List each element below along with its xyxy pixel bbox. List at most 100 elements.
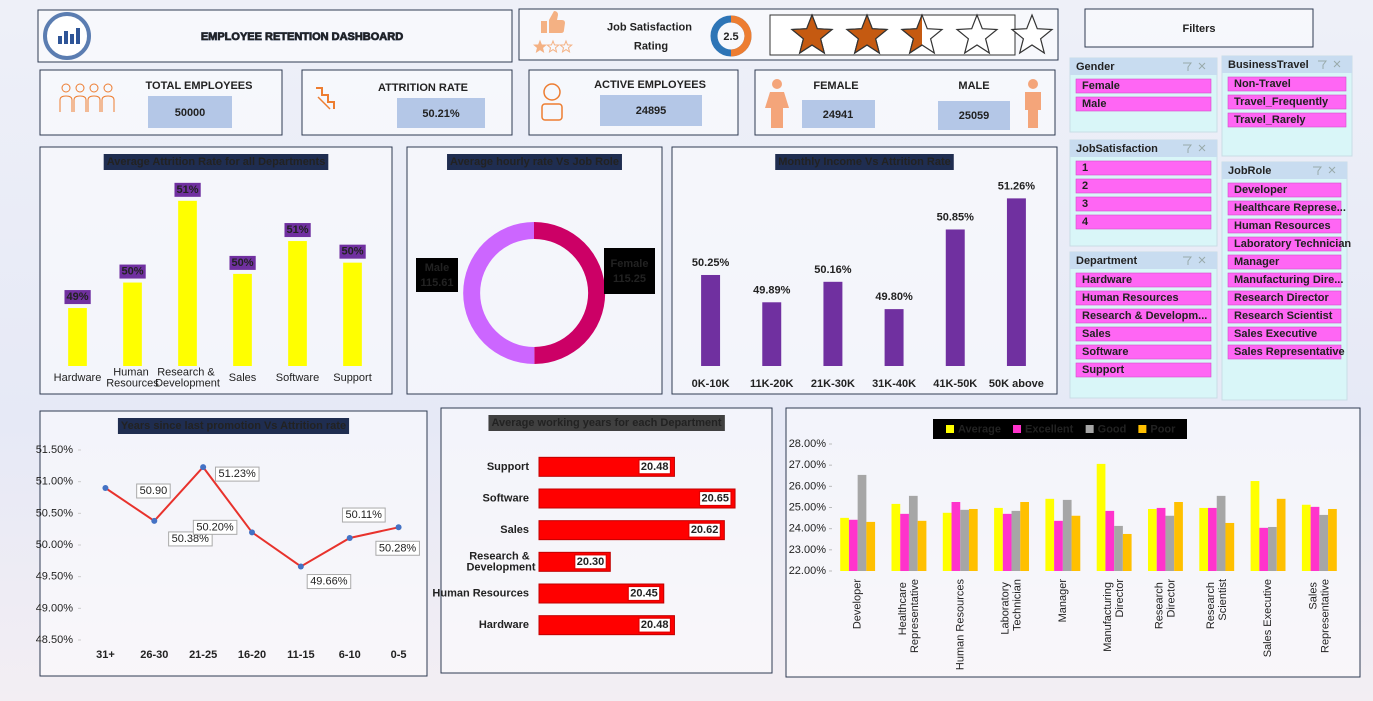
slicer-item-label[interactable]: Support (1082, 364, 1124, 376)
slicer-item[interactable] (1227, 236, 1342, 252)
slicer-item-label[interactable]: Research Director (1234, 292, 1329, 304)
slicer-item-label[interactable]: Male (1082, 98, 1106, 110)
data-label-bg (284, 223, 311, 238)
x-tick-label: 26-30 (140, 649, 168, 661)
star-rating (790, 13, 1054, 55)
logo-bar (58, 36, 62, 44)
x-tick-label: Laboratory Technician (1000, 579, 1024, 635)
slicer-item[interactable] (1075, 362, 1212, 378)
bar (1011, 510, 1021, 571)
slicer-item[interactable] (1227, 200, 1342, 216)
slicer-item-label[interactable]: Female (1082, 80, 1120, 92)
data-label: 51% (176, 184, 198, 196)
slicer-item-label[interactable]: 1 (1082, 162, 1088, 174)
data-label-bg (698, 490, 732, 507)
slicer-item-label[interactable]: 3 (1082, 198, 1088, 210)
slicer-item-label[interactable]: Laboratory Technician (1234, 238, 1351, 250)
slicer-item[interactable] (1227, 254, 1342, 270)
slicer-item[interactable] (1075, 196, 1212, 212)
rating-value: 2.5 (723, 31, 738, 43)
y-tick-label: 49.50% (36, 571, 74, 583)
slicer-item[interactable] (1075, 344, 1212, 360)
bar (1122, 533, 1132, 571)
slicer-item-label[interactable]: 2 (1082, 180, 1088, 192)
slicer-item[interactable] (1075, 160, 1212, 176)
slicer-item[interactable] (1075, 78, 1212, 94)
bar (1156, 507, 1166, 571)
slicer-item[interactable] (1227, 112, 1347, 128)
slicer-item[interactable] (1075, 326, 1212, 342)
slicer-item-label[interactable]: Human Resources (1082, 292, 1179, 304)
slicer-item[interactable] (1075, 96, 1212, 112)
slicer-item-label[interactable]: Software (1082, 346, 1128, 358)
bar (942, 512, 952, 571)
slicer-item[interactable] (1075, 214, 1212, 230)
slicer-item[interactable] (1075, 290, 1212, 306)
marker (102, 485, 109, 491)
slicer-item[interactable] (1227, 94, 1347, 110)
slicer-item[interactable] (1227, 308, 1342, 324)
slicer-item[interactable] (1075, 178, 1212, 194)
bar (968, 508, 978, 571)
donut-slice (534, 221, 606, 364)
slicer-item-label[interactable]: Sales (1082, 328, 1111, 340)
x-tick-label: 21K-30K (811, 378, 855, 390)
slicer-item[interactable] (1227, 218, 1342, 234)
text-line: Technician (1012, 579, 1024, 631)
data-label: 50% (231, 257, 253, 269)
x-tick-label: Healthcare Representative (897, 579, 921, 653)
x-tick-label: 0-5 (391, 649, 407, 661)
data-label: 115.61 (420, 277, 453, 289)
person-icon (59, 95, 73, 112)
bar (1020, 501, 1029, 571)
slicer-item-label[interactable]: Non-Travel (1234, 78, 1291, 90)
kpi-value: 24895 (636, 105, 667, 117)
slicer-clear-icon (1318, 60, 1341, 69)
slicer-item-label[interactable]: Sales Executive (1234, 328, 1317, 340)
slicer-title: BusinessTravel (1228, 59, 1309, 71)
bar (1208, 507, 1217, 571)
chart-title-bg (488, 415, 725, 431)
slicer-item-label[interactable]: Human Resources (1234, 220, 1331, 232)
slicer-item-label[interactable]: Research Scientist (1234, 310, 1333, 322)
slicer-item-label[interactable]: Developer (1234, 184, 1288, 196)
slicer-item-label[interactable]: Research & Developm... (1082, 310, 1207, 322)
data-label: 20.65 (702, 493, 730, 505)
slicer-item[interactable] (1227, 344, 1342, 360)
slicer-item-label[interactable]: Manufacturing Dire... (1234, 274, 1343, 286)
bar (1165, 515, 1175, 571)
slicer-item-label[interactable]: Travel_Frequently (1234, 96, 1329, 108)
x-tick-label: 16-20 (238, 649, 266, 661)
data-label: 115.25 (613, 273, 646, 285)
bar (1319, 514, 1329, 571)
data-label: 50.85% (937, 211, 975, 223)
slicer-item[interactable] (1227, 182, 1342, 198)
slicer-item-label[interactable]: Sales Representative (1234, 346, 1345, 358)
logo-bar (76, 28, 80, 44)
slicer-item[interactable] (1227, 326, 1342, 342)
slicer-item[interactable] (1075, 272, 1212, 288)
slicer-item-label[interactable]: Healthcare Represe... (1234, 202, 1346, 214)
bar (1250, 481, 1260, 571)
slicer-item-label[interactable]: Manager (1234, 256, 1280, 268)
slicer-item[interactable] (1227, 290, 1342, 306)
slicer-clear-icon (1183, 144, 1206, 153)
legend-label: Excellent (1025, 424, 1074, 436)
kpi-value-box (600, 95, 702, 126)
slicer-item-label[interactable]: Travel_Rarely (1234, 114, 1306, 126)
slicer-item[interactable] (1227, 76, 1347, 92)
kpi-value-box (938, 101, 1010, 130)
data-label-bg (119, 264, 146, 279)
bar (1301, 504, 1311, 571)
text-line: Rating (634, 41, 668, 53)
y-tick-label: 51.00% (36, 476, 74, 488)
slicer-item[interactable] (1075, 308, 1212, 324)
slicer-item-label[interactable]: 4 (1082, 216, 1089, 228)
small-star (546, 39, 560, 54)
data-label: 50.16% (814, 264, 852, 276)
slicer-item-label[interactable]: Hardware (1082, 274, 1132, 286)
star-fill (790, 14, 834, 55)
slicer-item[interactable] (1227, 272, 1342, 288)
